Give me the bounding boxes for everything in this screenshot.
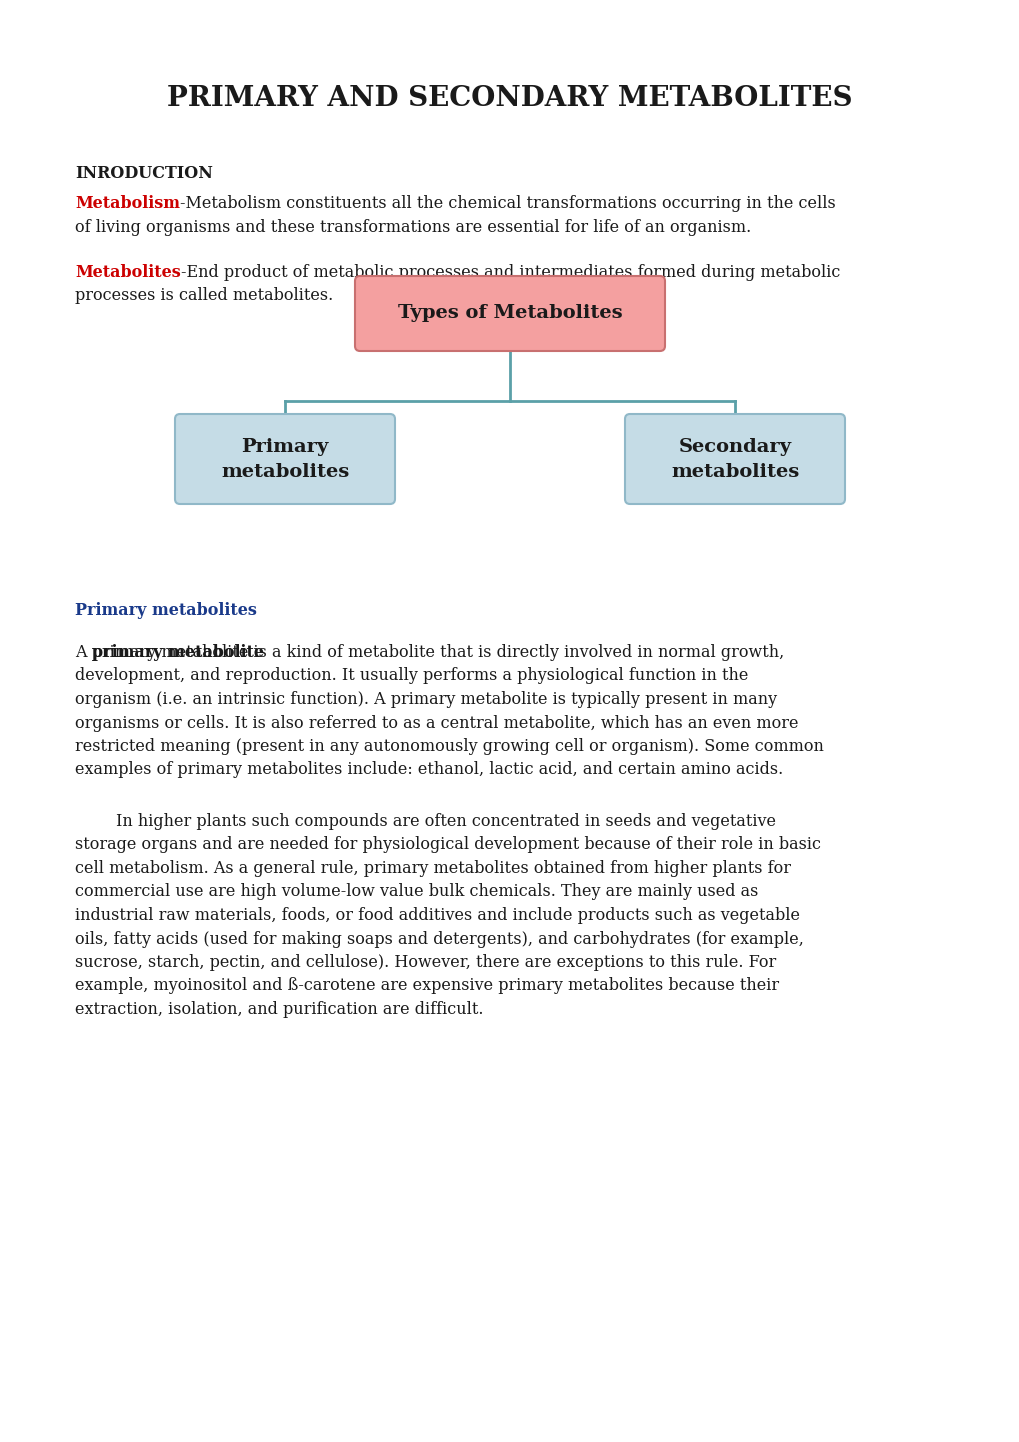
Text: primary metabolite: primary metabolite (92, 645, 263, 660)
Text: industrial raw materials, foods, or food additives and include products such as : industrial raw materials, foods, or food… (75, 907, 799, 924)
Text: organism (i.e. an intrinsic function). A primary metabolite is typically present: organism (i.e. an intrinsic function). A… (75, 691, 776, 708)
Text: PRIMARY AND SECONDARY METABOLITES: PRIMARY AND SECONDARY METABOLITES (167, 85, 852, 112)
Text: sucrose, starch, pectin, and cellulose). However, there are exceptions to this r: sucrose, starch, pectin, and cellulose).… (75, 955, 775, 970)
Text: -End product of metabolic processes and intermediates formed during metabolic: -End product of metabolic processes and … (180, 264, 840, 281)
Text: processes is called metabolites.: processes is called metabolites. (75, 287, 333, 304)
Text: storage organs and are needed for physiological development because of their rol: storage organs and are needed for physio… (75, 836, 820, 854)
Text: cell metabolism. As a general rule, primary metabolites obtained from higher pla: cell metabolism. As a general rule, prim… (75, 859, 790, 877)
Text: development, and reproduction. It usually performs a physiological function in t: development, and reproduction. It usuall… (75, 668, 748, 685)
Text: Primary
metabolites: Primary metabolites (221, 437, 348, 480)
Text: -Metabolism constituents all the chemical transformations occurring in the cells: -Metabolism constituents all the chemica… (179, 195, 835, 212)
Text: example, myoinositol and ß-carotene are expensive primary metabolites because th: example, myoinositol and ß-carotene are … (75, 978, 779, 995)
FancyBboxPatch shape (625, 414, 844, 505)
Text: INRODUCTION: INRODUCTION (75, 164, 213, 182)
Text: oils, fatty acids (used for making soaps and detergents), and carbohydrates (for: oils, fatty acids (used for making soaps… (75, 930, 803, 947)
Text: Metabolism: Metabolism (75, 195, 179, 212)
FancyBboxPatch shape (355, 275, 664, 350)
Text: Metabolites: Metabolites (75, 264, 180, 281)
Text: extraction, isolation, and purification are difficult.: extraction, isolation, and purification … (75, 1001, 483, 1018)
Text: restricted meaning (present in any autonomously growing cell or organism). Some : restricted meaning (present in any auton… (75, 738, 823, 756)
Text: In higher plants such compounds are often concentrated in seeds and vegetative: In higher plants such compounds are ofte… (75, 813, 775, 831)
Text: Secondary
metabolites: Secondary metabolites (671, 437, 798, 480)
Text: examples of primary metabolites include: ethanol, lactic acid, and certain amino: examples of primary metabolites include:… (75, 761, 783, 779)
Text: commercial use are high volume-low value bulk chemicals. They are mainly used as: commercial use are high volume-low value… (75, 884, 758, 900)
Text: organisms or cells. It is also referred to as a central metabolite, which has an: organisms or cells. It is also referred … (75, 714, 798, 731)
Text: A primary metabolite is a kind of metabolite that is directly involved in normal: A primary metabolite is a kind of metabo… (75, 645, 784, 660)
FancyBboxPatch shape (175, 414, 394, 505)
Text: A: A (75, 645, 92, 660)
Text: of living organisms and these transformations are essential for life of an organ: of living organisms and these transforma… (75, 219, 751, 235)
Text: Types of Metabolites: Types of Metabolites (397, 304, 622, 323)
Text: Primary metabolites: Primary metabolites (75, 601, 257, 619)
